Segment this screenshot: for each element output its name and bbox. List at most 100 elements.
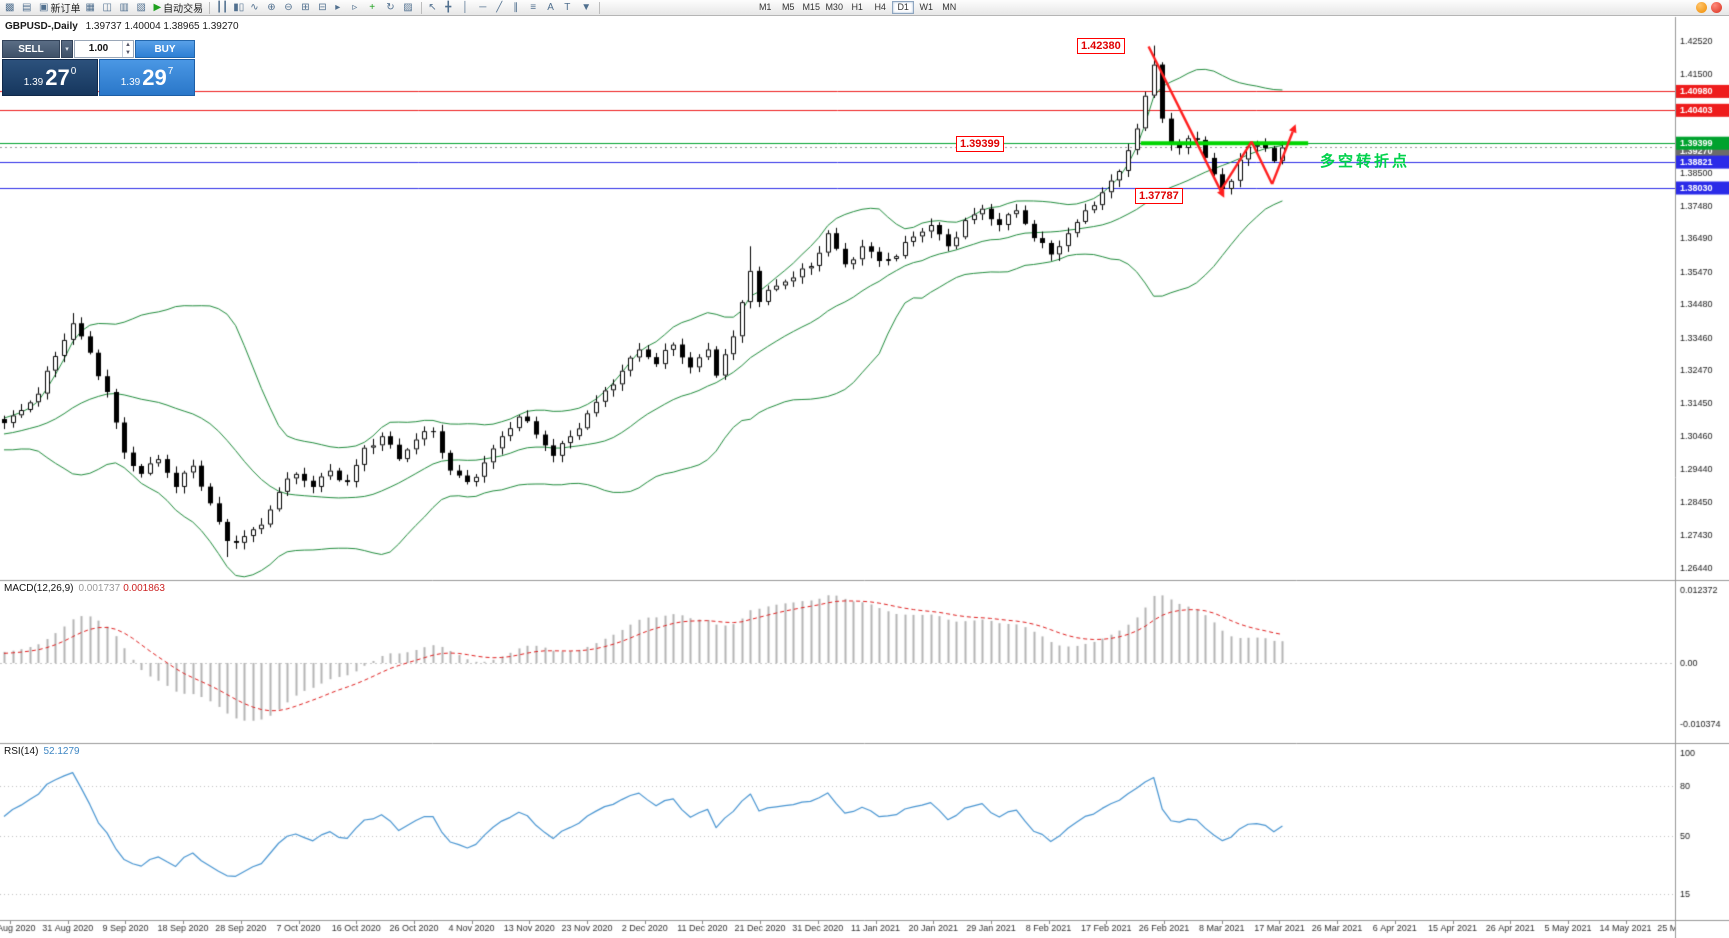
navigator-icon[interactable]: ▥ xyxy=(117,1,133,15)
buy-price-panel[interactable]: 1.39 29 7 xyxy=(99,59,195,96)
periods-icon[interactable]: ↻ xyxy=(384,1,400,15)
text-icon[interactable]: A xyxy=(545,1,561,15)
templates-icon: ▨ xyxy=(403,2,413,13)
chart-shift-icon[interactable]: ▹ xyxy=(350,1,366,15)
chart-symbol-label: GBPUSD-,Daily xyxy=(5,21,78,32)
periods-icon: ↻ xyxy=(386,2,395,13)
chart-ohlc-values: 1.39737 1.40004 1.38965 1.39270 xyxy=(85,21,239,32)
macd-title: MACD(12,26,9) xyxy=(4,583,74,594)
indicators-icon[interactable]: + xyxy=(367,1,383,15)
timeframe-m30-button[interactable]: M30 xyxy=(823,1,845,14)
cursor-icon: ↖ xyxy=(428,2,437,13)
indicators-icon: + xyxy=(369,2,376,13)
crosshair-icon: ╋ xyxy=(445,2,452,13)
buy-button[interactable]: BUY xyxy=(135,40,195,58)
annotation-pivot-price[interactable]: 1.39399 xyxy=(956,136,1004,152)
profiles-icon: ▤ xyxy=(22,2,32,13)
line-chart-icon[interactable]: ∿ xyxy=(248,1,264,15)
sell-button[interactable]: SELL xyxy=(2,40,60,58)
equidistant-channel-icon[interactable]: ∥ xyxy=(511,1,527,15)
auto-scroll-icon: ▸ xyxy=(335,2,341,13)
trendline-icon: ╱ xyxy=(496,2,503,13)
timeframe-h4-button[interactable]: H4 xyxy=(869,1,891,14)
data-window-icon[interactable]: ◫ xyxy=(100,1,116,15)
text-label-icon: T xyxy=(564,2,571,13)
timeframe-m5-button[interactable]: M5 xyxy=(777,1,799,14)
rsi-title: RSI(14) xyxy=(4,746,39,757)
autotrading-button[interactable]: ▶ 自动交易 xyxy=(151,1,205,15)
timeframe-group: M1 M5 M15 M30 H1 H4 D1 W1 MN xyxy=(754,1,960,14)
arrows-icon[interactable]: ▼ xyxy=(579,1,595,15)
toolbar-separator xyxy=(599,1,601,14)
annotation-high-price[interactable]: 1.42380 xyxy=(1077,38,1125,54)
terminal-icon[interactable]: ▧ xyxy=(134,1,150,15)
timeframe-h1-button[interactable]: H1 xyxy=(846,1,868,14)
bar-chart-icon[interactable]: ┃┃ xyxy=(214,1,230,15)
vertical-line-icon: │ xyxy=(462,2,469,13)
new-order-button[interactable]: ▣ 新订单 xyxy=(37,1,82,15)
one-click-trading-panel: SELL ▾ 1.00 ▲ ▼ BUY 1.39 27 0 1.39 29 7 xyxy=(2,40,195,96)
market-watch-icon[interactable]: ▦ xyxy=(83,1,99,15)
volume-stepper[interactable]: ▲ ▼ xyxy=(122,41,133,57)
order-options-dropdown[interactable]: ▾ xyxy=(61,40,73,58)
timeframe-w1-button[interactable]: W1 xyxy=(915,1,937,14)
alerts-icon[interactable] xyxy=(1711,2,1722,13)
cascade-windows-icon: ⊟ xyxy=(318,2,327,13)
candlestick-chart-icon: ▮▯ xyxy=(233,2,245,13)
cascade-windows-icon[interactable]: ⊟ xyxy=(316,1,332,15)
zoom-out-icon[interactable]: ⊖ xyxy=(282,1,298,15)
templates-icon[interactable]: ▨ xyxy=(401,1,417,15)
toolbar-separator xyxy=(421,1,423,14)
equidistant-channel-icon: ∥ xyxy=(513,2,519,13)
tile-windows-icon[interactable]: ⊞ xyxy=(299,1,315,15)
text-label-icon[interactable]: T xyxy=(562,1,578,15)
new-chart-icon[interactable]: ▩ xyxy=(3,1,19,15)
timeframe-mn-button[interactable]: MN xyxy=(938,1,960,14)
sell-price-pip-digit: 0 xyxy=(70,66,77,77)
autotrading-label: 自动交易 xyxy=(163,4,204,15)
toolbar-right-group xyxy=(1696,2,1722,13)
volume-input[interactable]: 1.00 ▲ ▼ xyxy=(74,40,134,58)
profiles-icon[interactable]: ▤ xyxy=(20,1,36,15)
chart-shift-icon: ▹ xyxy=(352,2,358,13)
horizontal-line-icon[interactable]: ─ xyxy=(477,1,493,15)
timeframe-d1-button[interactable]: D1 xyxy=(892,1,915,14)
buy-price-big-digits: 29 xyxy=(142,64,167,90)
autotrading-icon: ▶ xyxy=(153,2,162,13)
auto-scroll-icon[interactable]: ▸ xyxy=(333,1,349,15)
pivot-note-text[interactable]: 多空转折点 xyxy=(1320,153,1411,170)
rsi-indicator-label: RSI(14) 52.1279 xyxy=(4,746,80,757)
horizontal-line-icon: ─ xyxy=(479,2,487,13)
vertical-line-icon[interactable]: │ xyxy=(460,1,476,15)
zoom-in-icon[interactable]: ⊕ xyxy=(265,1,281,15)
timeframe-m1-button[interactable]: M1 xyxy=(754,1,776,14)
buy-price-prefix: 1.39 xyxy=(120,77,141,88)
volume-value: 1.00 xyxy=(88,43,109,54)
arrows-icon: ▼ xyxy=(581,2,592,13)
navigator-icon: ▥ xyxy=(119,2,129,13)
market-watch-icon: ▦ xyxy=(85,2,95,13)
sell-price-panel[interactable]: 1.39 27 0 xyxy=(2,59,98,96)
trendline-icon[interactable]: ╱ xyxy=(494,1,510,15)
stepper-up-icon[interactable]: ▲ xyxy=(125,42,131,48)
stepper-down-icon[interactable]: ▼ xyxy=(125,50,131,56)
crosshair-icon[interactable]: ╋ xyxy=(443,1,459,15)
toolbar: ▩ ▤ ▣ 新订单 ▦ ◫ ▥ ▧ ▶ 自动交易 ┃┃ ▮▯ ∿ ⊕ ⊖ ⊞ ⊟ ▸ ▹ + ↻ ▨ ↖ ╋ │ ─ ╱ ∥ ≡ A T ▼ M… xyxy=(0,0,1729,16)
macd-main-value: 0.001737 xyxy=(78,583,121,594)
timeframe-m15-button[interactable]: M15 xyxy=(800,1,822,14)
candlestick-chart-icon[interactable]: ▮▯ xyxy=(231,1,247,15)
text-icon: A xyxy=(547,2,554,13)
macd-indicator-label: MACD(12,26,9) 0.001737 0.001863 xyxy=(4,583,165,594)
annotation-low-price[interactable]: 1.37787 xyxy=(1135,188,1183,204)
new-chart-icon: ▩ xyxy=(5,2,15,13)
macd-signal-value: 0.001863 xyxy=(123,583,165,594)
chart-header: GBPUSD-,Daily 1.39737 1.40004 1.38965 1.… xyxy=(5,21,239,32)
bar-chart-icon: ┃┃ xyxy=(216,2,229,13)
community-icon[interactable] xyxy=(1696,2,1707,13)
fibonacci-icon[interactable]: ≡ xyxy=(528,1,544,15)
rsi-value: 52.1279 xyxy=(43,746,80,757)
cursor-icon[interactable]: ↖ xyxy=(426,1,442,15)
data-window-icon: ◫ xyxy=(102,2,112,13)
